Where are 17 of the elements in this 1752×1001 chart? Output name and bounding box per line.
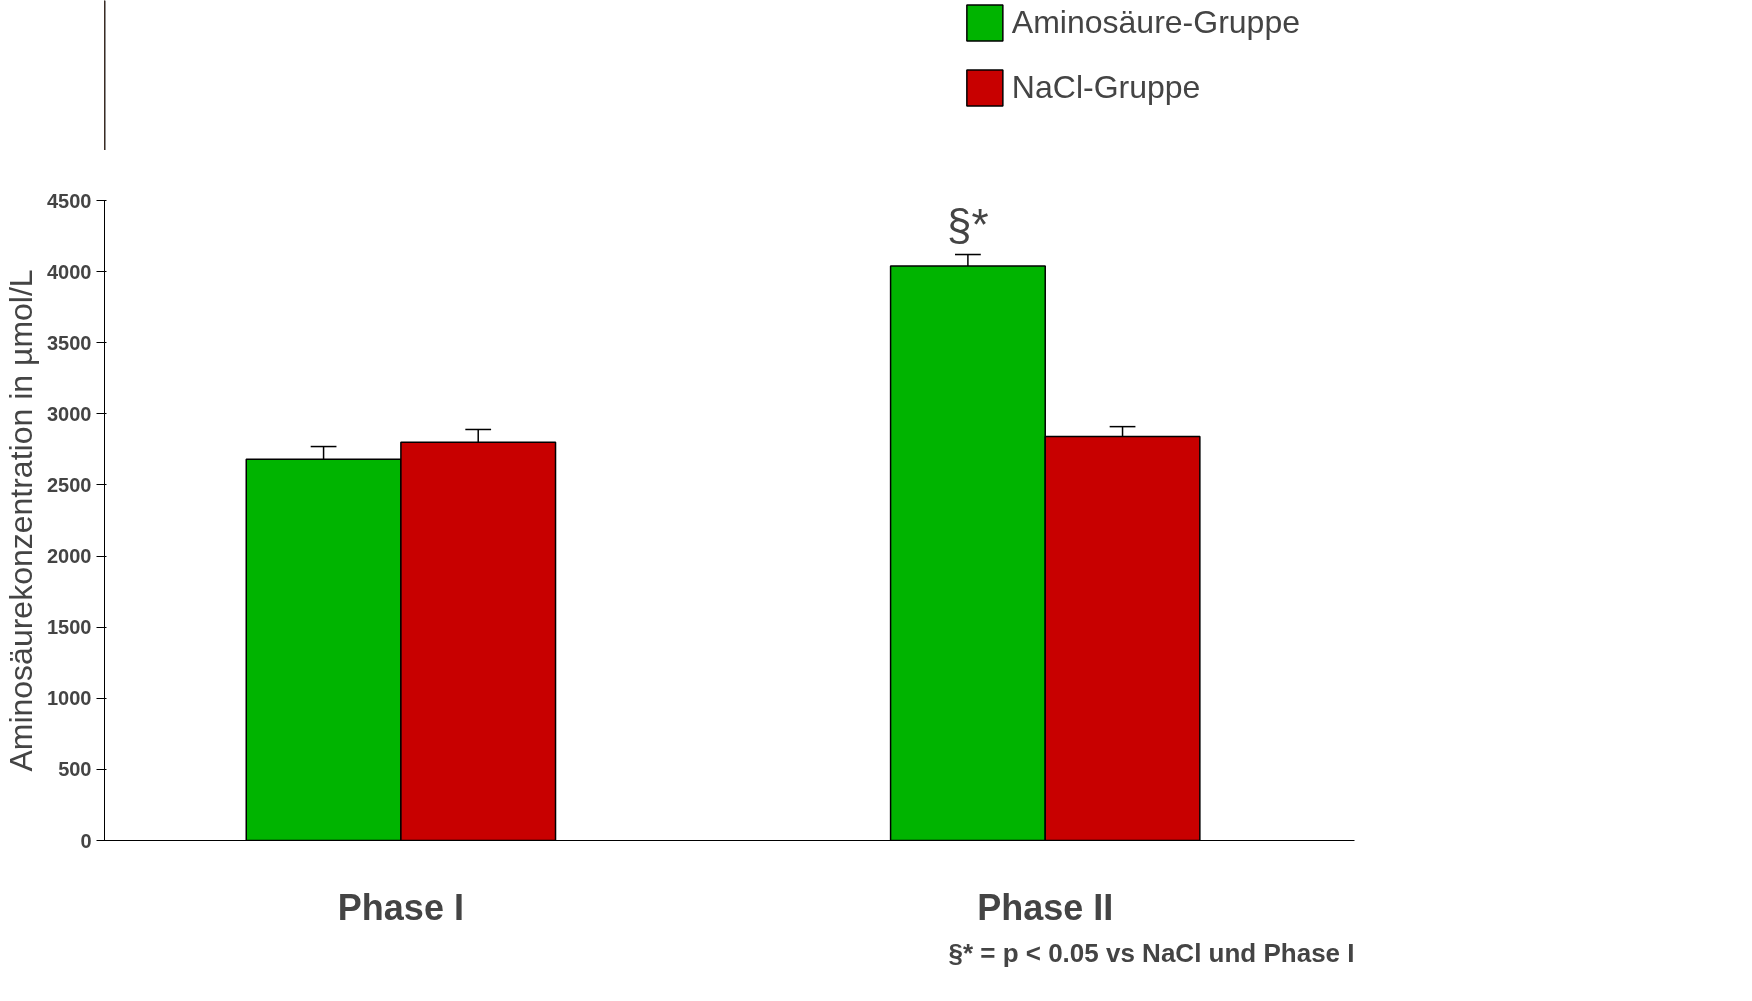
y-tick-label: 2000 <box>47 545 92 568</box>
x-tick-label: Phase II <box>977 886 1114 928</box>
y-tick-label: 0 <box>80 829 92 852</box>
y-axis-title: Aminosäurekonzentration in µmol/L <box>3 269 40 772</box>
y-tick-label: 500 <box>58 758 92 781</box>
y-tick-label: 1000 <box>47 687 92 710</box>
legend-label: NaCl-Gruppe <box>1011 69 1201 106</box>
y-tick-label: 2500 <box>47 473 92 496</box>
annotation: §* <box>947 199 989 249</box>
y-tick-label: 3500 <box>47 331 92 354</box>
x-tick-label: Phase I <box>337 886 464 928</box>
y-tick-label: 4500 <box>47 189 92 212</box>
y-tick-label: 4000 <box>47 260 92 283</box>
y-tick-label: 3000 <box>47 402 92 425</box>
y-tick-label: 1500 <box>47 616 92 639</box>
legend-label: Aminosäure-Gruppe <box>1011 4 1300 41</box>
text: §* = p < 0.05 vs NaCl und Phase I <box>948 937 1355 968</box>
